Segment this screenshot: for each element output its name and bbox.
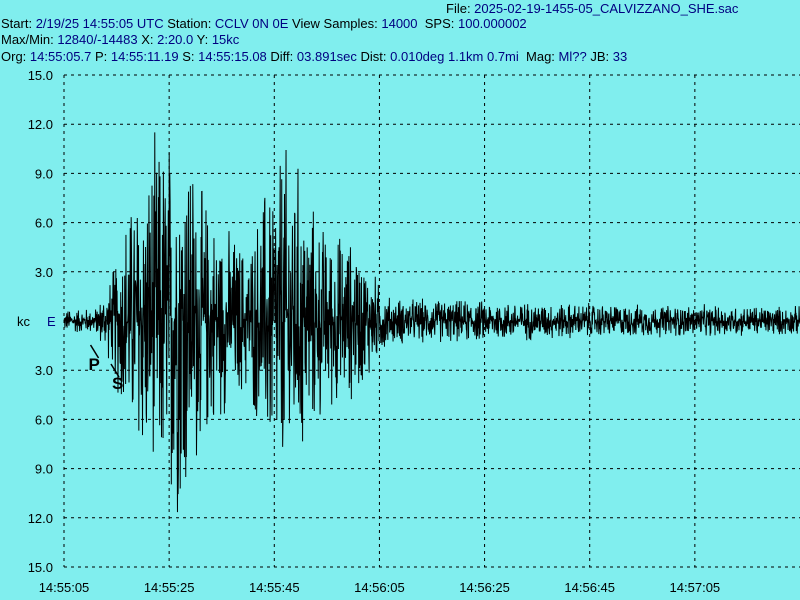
view-samples-label: View Samples:	[288, 16, 382, 31]
y-tick-label: 15.0	[28, 68, 53, 83]
y-tick-label: 9.0	[35, 166, 53, 181]
jb-label: JB:	[586, 49, 613, 64]
x-tick-label: 14:55:05	[39, 580, 90, 595]
jb-value: 33	[612, 49, 628, 64]
x-scale-label: X:	[137, 32, 158, 47]
y-tick-label: 6.0	[35, 412, 53, 427]
phase-marker-label: S	[112, 374, 123, 393]
phase-markers: PS	[89, 344, 123, 393]
station-value: CCLV 0N 0E	[214, 16, 289, 31]
start-label: Start:	[1, 16, 36, 31]
y-tick-label: 9.0	[35, 462, 53, 477]
channel-label: E	[47, 314, 56, 329]
x-tick-label: 14:55:45	[249, 580, 300, 595]
sps-value: 100.000002	[457, 16, 527, 31]
phase-marker-tick	[89, 344, 100, 359]
org-line: Org: 14:55:05.7 P: 14:55:11.19 S: 14:55:…	[1, 49, 627, 64]
start-line: Start: 2/19/25 14:55:05 UTC Station: CCL…	[1, 16, 527, 31]
diff-label: Diff:	[266, 49, 297, 64]
org-label: Org:	[1, 49, 30, 64]
y-scale-label: Y:	[193, 32, 212, 47]
y-axis-labels: 15.0 12.0 9.0 6.0 3.0 3.0 6.0 9.0 12.0 15.0	[28, 68, 53, 575]
x-tick-label: 14:56:45	[564, 580, 615, 595]
p-time-value: 14:55:11.19	[110, 49, 179, 64]
file-line: File: 2025-02-19-1455-05_CALVIZZANO_SHE.…	[446, 1, 738, 16]
s-time-label: S:	[178, 49, 199, 64]
phase-marker-tick	[110, 363, 120, 378]
p-time-label: P:	[91, 49, 111, 64]
y-tick-label: 3.0	[35, 363, 53, 378]
waveform-trace	[63, 132, 800, 513]
y-tick-label: 12.0	[28, 511, 53, 526]
view-samples-value: 14000	[381, 16, 418, 31]
s-time-value: 14:55:15.08	[198, 49, 267, 64]
y-tick-label: 12.0	[28, 117, 53, 132]
y-scale-value: 15kc	[211, 32, 240, 47]
x-axis-labels: 14:55:05 14:55:25 14:55:45 14:56:05 14:56:25…	[39, 580, 720, 595]
y-tick-label: 15.0	[28, 560, 53, 575]
station-label: Station:	[163, 16, 215, 31]
sps-label: SPS:	[417, 16, 458, 31]
mag-label: Mag:	[518, 49, 559, 64]
x-tick-label: 14:55:25	[144, 580, 195, 595]
y-unit-label: kc	[17, 314, 31, 329]
maxmin-line: Max/Min: 12840/-14483 X: 2:20.0 Y: 15kc	[1, 32, 239, 47]
mag-value: Ml??	[558, 49, 587, 64]
x-tick-label: 14:56:25	[459, 580, 510, 595]
maxmin-label: Max/Min:	[1, 32, 58, 47]
y-tick-label: 3.0	[35, 265, 53, 280]
dist-value: 0.010deg 1.1km 0.7mi	[390, 49, 519, 64]
x-tick-label: 14:56:05	[354, 580, 405, 595]
file-name: 2025-02-19-1455-05_CALVIZZANO_SHE.sac	[474, 1, 739, 16]
org-value: 14:55:05.7	[29, 49, 92, 64]
start-value: 2/19/25 14:55:05 UTC	[35, 16, 164, 31]
phase-marker-label: P	[89, 355, 100, 374]
y-tick-label: 6.0	[35, 216, 53, 231]
x-tick-label: 14:57:05	[670, 580, 721, 595]
x-scale-value: 2:20.0	[157, 32, 194, 47]
maxmin-value: 12840/-14483	[57, 32, 138, 47]
diff-value: 03.891sec	[296, 49, 357, 64]
dist-label: Dist:	[356, 49, 391, 64]
file-label: File:	[446, 1, 475, 16]
